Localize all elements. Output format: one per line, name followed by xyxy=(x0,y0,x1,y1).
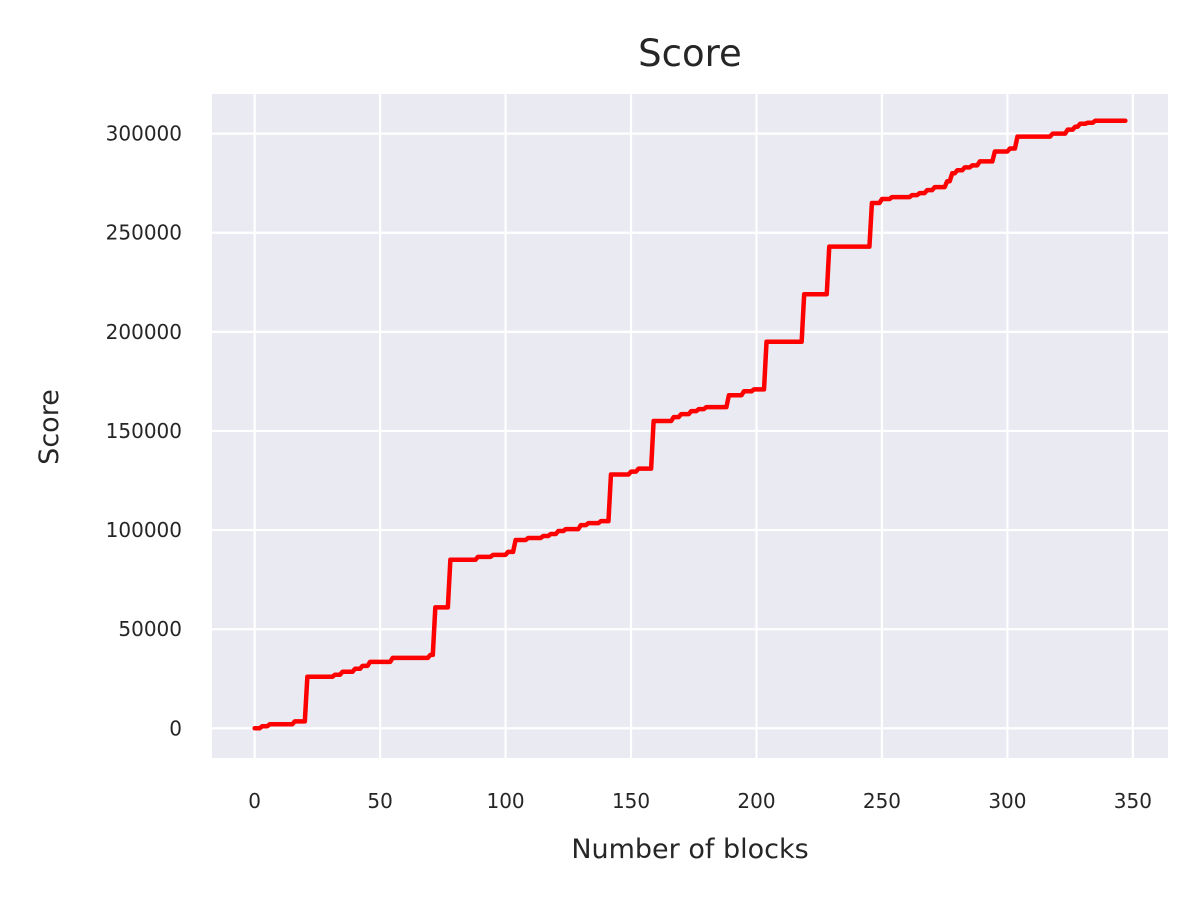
y-grid xyxy=(212,132,1168,730)
x-axis-label: Number of blocks xyxy=(571,834,808,865)
y-tick-label-2: 100000 xyxy=(106,518,182,542)
x-tick-label-5: 250 xyxy=(863,789,901,813)
y-tick-label-4: 200000 xyxy=(106,320,182,344)
y-tick-label-6: 300000 xyxy=(106,122,182,146)
x-tick-label-1: 50 xyxy=(367,789,392,813)
x-tick-label-7: 350 xyxy=(1114,789,1152,813)
x-tick-label-0: 0 xyxy=(248,789,261,813)
y-tick-label-1: 50000 xyxy=(118,617,182,641)
plot-area xyxy=(212,94,1168,758)
y-tick-label-5: 250000 xyxy=(106,221,182,245)
x-grid xyxy=(253,94,1134,758)
x-tick-label-2: 100 xyxy=(486,789,524,813)
y-axis-label: Score xyxy=(34,389,65,465)
series-line xyxy=(252,118,1128,731)
x-tick-labels: 0 50 100 150 200 250 300 350 xyxy=(248,789,1152,813)
y-tick-labels: 0 50000 100000 150000 200000 250000 300000 xyxy=(106,122,182,741)
x-tick-label-4: 200 xyxy=(737,789,775,813)
chart-title: Score xyxy=(638,32,742,75)
y-tick-label-3: 150000 xyxy=(106,419,182,443)
x-tick-label-6: 300 xyxy=(988,789,1026,813)
x-tick-label-3: 150 xyxy=(612,789,650,813)
y-tick-label-0: 0 xyxy=(169,716,182,740)
